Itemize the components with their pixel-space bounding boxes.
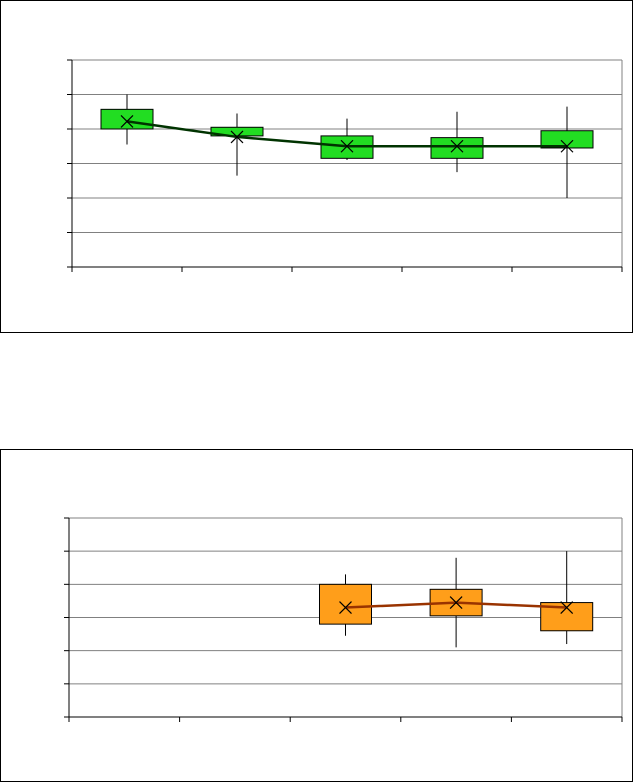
chart-2 [0,449,633,782]
chart-1-plot [67,59,623,272]
mean-marker [230,130,244,144]
box [100,108,154,130]
box [430,137,484,159]
mean-marker [450,139,464,153]
chart-2-plot [64,517,623,722]
mean-marker [339,601,352,614]
box [540,130,594,149]
mean-marker [340,139,354,153]
chart-1 [0,0,633,333]
mean-marker [560,601,574,614]
mean-marker [120,114,134,128]
mean-marker [449,596,463,609]
box [319,583,372,625]
mean-marker [560,139,574,153]
